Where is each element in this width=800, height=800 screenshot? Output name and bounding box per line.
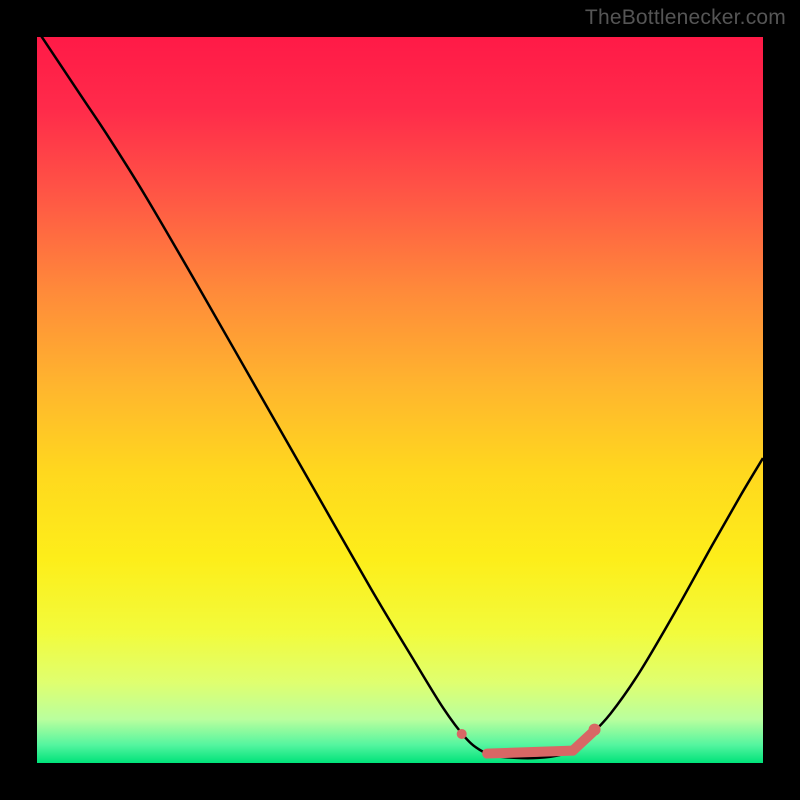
curve-layer xyxy=(37,37,763,763)
caption-text: TheBottlenecker.com xyxy=(585,6,786,29)
source-caption: TheBottlenecker.com xyxy=(585,6,786,30)
bottleneck-curve xyxy=(37,30,763,758)
chart-stage: TheBottlenecker.com xyxy=(0,0,800,800)
highlight-dot xyxy=(457,729,467,739)
highlight-segment xyxy=(487,751,573,754)
highlight-dot xyxy=(589,724,601,736)
highlight-segment xyxy=(573,733,593,751)
plot-area xyxy=(37,37,763,763)
